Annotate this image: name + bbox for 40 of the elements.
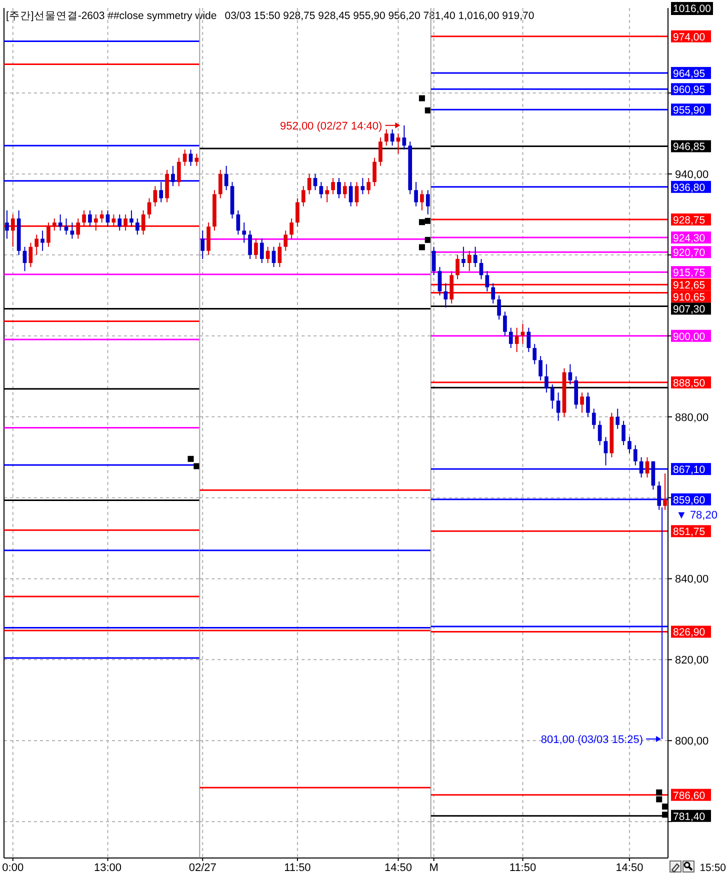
ref-line-label: 867,10 <box>673 464 706 476</box>
annotation: 952,00 (02/27 14:40) <box>280 120 382 132</box>
ref-line-label: 859,60 <box>673 494 706 506</box>
ref-line-label: 964,95 <box>673 68 706 80</box>
y-tick-label: 820,00 <box>675 654 709 667</box>
x-tick-label: M <box>429 862 438 874</box>
text: 1016,00 <box>673 3 712 15</box>
y-tick-label: 840,00 <box>675 574 709 586</box>
ref-line-label: 781,40 <box>673 810 706 823</box>
x-tick-label: 02/27 <box>188 862 216 874</box>
ref-line-label: 920,70 <box>673 247 706 260</box>
x-tick-label: 11:50 <box>284 862 311 874</box>
y-tick-label: 940,00 <box>675 168 709 181</box>
ref-line-label: 851,75 <box>673 526 706 538</box>
ref-line-label: 826,90 <box>673 626 706 639</box>
ref-line-label: 786,60 <box>673 790 706 802</box>
ref-line-label: 910,65 <box>673 292 706 304</box>
ref-line-label: 928,75 <box>673 214 706 226</box>
ref-line-label: 960,95 <box>673 84 706 96</box>
ref-line-label: 924,30 <box>673 232 706 244</box>
x-tick-label: 14:50 <box>384 862 412 874</box>
ref-line-label: 912,65 <box>673 280 706 292</box>
text: ▼ 78,20 <box>676 509 718 522</box>
x-tick-label: 11:50 <box>509 862 536 874</box>
chart-title: [주간]선물연결-2603 ##close symmetry wide <box>6 10 217 22</box>
ref-line-label: 955,90 <box>673 104 706 117</box>
x-tick-label: 0:00 <box>2 862 24 874</box>
ref-line-label: 974,00 <box>673 31 706 44</box>
ref-line-label: 888,50 <box>673 377 706 390</box>
x-tick-label: 14:50 <box>616 862 644 874</box>
annotation: 801,00 (03/03 15:25) <box>540 734 644 746</box>
ref-line-label: 900,00 <box>673 330 706 343</box>
ref-line-label: 907,30 <box>673 304 706 316</box>
ref-line-label: 946,85 <box>673 141 706 154</box>
ref-line-label: 936,80 <box>673 182 706 194</box>
x-tick-label: 13:00 <box>94 862 122 874</box>
y-tick-label: 800,00 <box>675 736 709 748</box>
y-tick-label: 880,00 <box>675 412 709 424</box>
ref-line-label: 915,75 <box>673 267 706 280</box>
text: 15:50 <box>700 862 726 874</box>
